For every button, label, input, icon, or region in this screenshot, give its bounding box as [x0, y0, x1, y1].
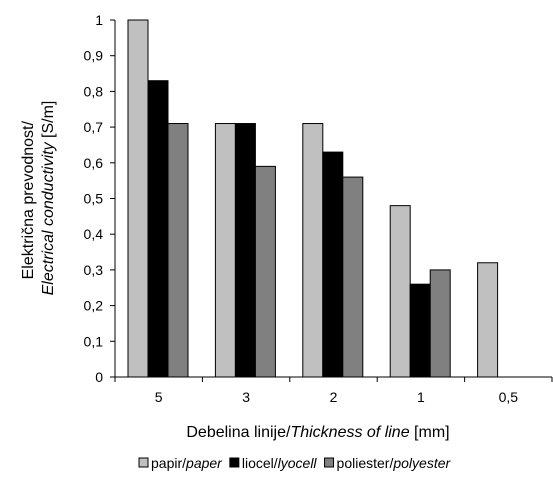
- x-tick-label: 2: [330, 389, 338, 405]
- y-tick-label: 0,8: [84, 83, 104, 99]
- x-axis-title-unit: [mm]: [410, 424, 450, 441]
- legend-label-lyocell: liocel/lyocell: [242, 455, 318, 471]
- x-tick-label: 3: [242, 389, 250, 405]
- bar-lyocell-3: [234, 123, 256, 378]
- bar-polyester-1: [429, 269, 451, 378]
- bar-paper-0,5: [477, 262, 499, 378]
- y-tick-label: 1: [95, 12, 103, 28]
- legend-label-paper: papir/paper: [151, 455, 223, 471]
- legend-swatch-polyester: [324, 457, 335, 468]
- y-axis: 0 0,1 0,2 0,3 0,4 0,5 0,6 0,7 0,8 0,9 1: [84, 12, 116, 385]
- legend: papir/paper liocel/lyocell poliester/polye…: [138, 455, 452, 471]
- x-tick-label: 0,5: [499, 389, 519, 405]
- bar-lyocell-5: [147, 80, 169, 378]
- bar-lyocell-2: [322, 151, 344, 378]
- y-tick-label: 0,5: [84, 191, 104, 207]
- bar-polyester-3: [254, 165, 276, 378]
- y-axis-title: Električna prevodnost/ Electrical conduc…: [20, 101, 57, 296]
- y-tick-label: 0: [95, 369, 103, 385]
- bar-paper-5: [127, 19, 149, 378]
- x-axis: 5 3 2 1 0,5: [114, 376, 553, 405]
- legend-label-polyester: poliester/polyester: [337, 455, 452, 471]
- x-axis-title-italic: Thickness of line: [290, 424, 409, 441]
- y-tick-label: 0,4: [84, 226, 104, 242]
- y-tick-label: 0,3: [84, 262, 104, 278]
- y-tick-label: 0,7: [84, 119, 104, 135]
- y-axis-title-line2: Electrical conductivity [S/m]: [40, 101, 57, 296]
- y-axis-title-line1: Električna prevodnost/: [20, 121, 37, 280]
- y-axis-title-italic: Electrical conductivity: [40, 141, 57, 295]
- bar-paper-1: [389, 205, 411, 378]
- legend-swatch-lyocell: [229, 457, 240, 468]
- legend-swatch-paper: [138, 457, 149, 468]
- y-tick-label: 0,2: [84, 298, 104, 314]
- bar-lyocell-1: [409, 283, 431, 378]
- bar-polyester-2: [342, 176, 364, 378]
- x-tick-label: 1: [417, 389, 425, 405]
- x-axis-title-plain: Debelina linije/: [186, 424, 291, 441]
- y-axis-title-unit: [S/m]: [40, 101, 57, 143]
- plot-area: [127, 19, 499, 378]
- x-tick-label: 5: [155, 389, 163, 405]
- bar-paper-3: [214, 123, 236, 378]
- y-tick-label: 0,9: [84, 48, 104, 64]
- y-tick-label: 0,1: [84, 333, 104, 349]
- x-axis-title: Debelina linije/Thickness of line [mm]: [186, 424, 449, 441]
- y-tick-label: 0,6: [84, 155, 104, 171]
- bar-polyester-5: [167, 123, 189, 378]
- bar-paper-2: [302, 123, 324, 378]
